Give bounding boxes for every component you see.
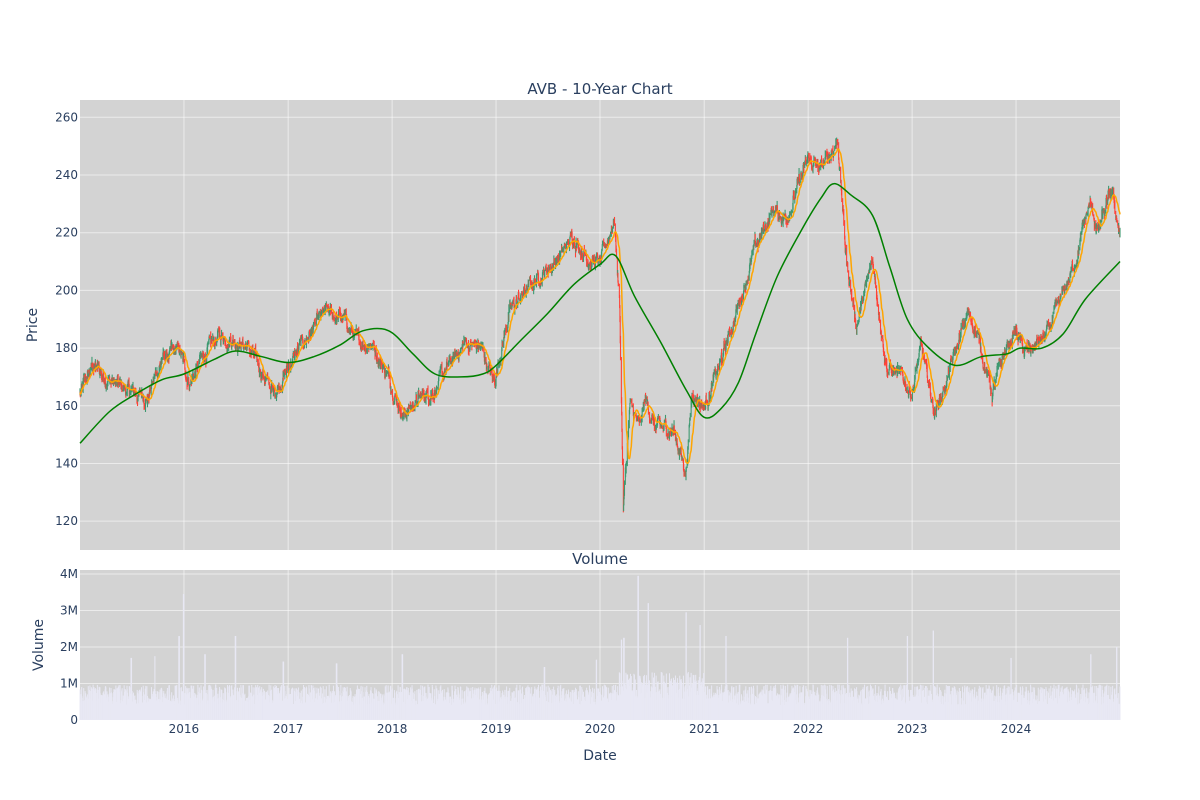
price-y-tick-labels: 120 140 160 180 200 220 240 260 — [55, 110, 78, 528]
volume-bars — [79, 575, 1121, 720]
short-moving-average-line — [79, 148, 1121, 465]
price-chart-title: AVB - 10-Year Chart — [527, 80, 672, 98]
long-moving-average-line — [79, 182, 1121, 444]
price-y-tick-label: 200 — [55, 283, 78, 297]
price-y-axis-title: Price — [25, 308, 41, 342]
price-gridlines — [80, 100, 1120, 550]
price-y-tick-label: 260 — [55, 110, 78, 124]
price-y-tick-label: 240 — [55, 168, 78, 182]
price-y-tick-label: 160 — [55, 399, 78, 413]
price-y-tick-label: 120 — [55, 514, 78, 528]
price-y-tick-label: 220 — [55, 226, 78, 240]
price-y-tick-label: 140 — [55, 456, 78, 470]
price-y-tick-label: 180 — [55, 341, 78, 355]
